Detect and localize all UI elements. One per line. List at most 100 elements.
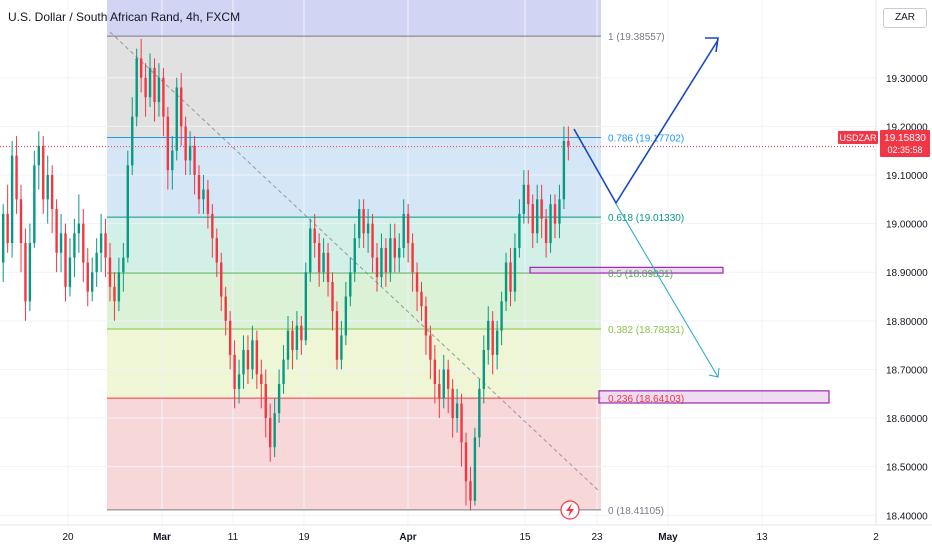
candle-body: [291, 330, 294, 350]
candle-body: [193, 145, 196, 175]
fib-label-0.618: 0.618 (19.01330): [608, 213, 684, 224]
candle-body: [86, 262, 89, 292]
candle-body: [82, 223, 85, 263]
candle-body: [95, 252, 98, 273]
x-tick-label: 23: [591, 532, 603, 543]
candle-body: [122, 257, 125, 273]
candle-body: [108, 257, 112, 287]
candle-body: [233, 354, 236, 389]
candle-body: [277, 384, 281, 414]
candle-body: [304, 272, 307, 341]
currency-selector[interactable]: ZAR: [883, 8, 927, 28]
candle-body: [255, 340, 259, 375]
candle-body: [260, 374, 263, 385]
symbol-tag: [838, 131, 878, 144]
candle-body: [197, 175, 201, 200]
candle-body: [429, 335, 432, 360]
bullish-arrow-head: [705, 37, 719, 53]
candle-body: [424, 306, 428, 336]
candle-body: [228, 320, 232, 355]
y-tick-label: 18.90000: [886, 268, 928, 279]
candle-body: [42, 145, 45, 200]
time-axis-bg: [0, 525, 876, 550]
candle-body: [411, 243, 414, 273]
candle-body: [455, 403, 459, 419]
price-tag: [880, 130, 930, 157]
candle-body: [406, 213, 410, 244]
candle-body: [473, 437, 477, 501]
candle-body: [188, 145, 192, 161]
fib-band-0.786: [107, 36, 601, 138]
candle-body: [322, 252, 325, 273]
candle-body: [264, 384, 267, 419]
candle-body: [166, 116, 170, 171]
candle-body: [148, 68, 152, 98]
candle-body: [544, 218, 548, 244]
candle-body: [558, 199, 561, 224]
candle-body: [24, 243, 27, 302]
candle-body: [500, 301, 503, 331]
y-tick-label: 18.60000: [886, 414, 928, 425]
candle-body: [371, 223, 374, 258]
candle-body: [540, 199, 543, 219]
candle-body: [482, 350, 485, 389]
candle-body: [64, 233, 67, 287]
candle-body: [309, 228, 312, 273]
candle-body: [180, 87, 183, 127]
price-tag-countdown: 02:35:58: [887, 145, 922, 155]
y-tick-label: 18.40000: [886, 511, 928, 522]
candle-body: [353, 238, 356, 273]
x-tick-label: 15: [519, 532, 531, 543]
candle-body: [553, 204, 557, 224]
fib-band-0.618: [107, 137, 601, 218]
candle-body: [491, 320, 494, 355]
y-tick-label: 18.80000: [886, 317, 928, 328]
candle-body: [104, 233, 107, 258]
candle-body: [433, 359, 437, 385]
candle-body: [59, 233, 63, 253]
candle-body: [99, 233, 103, 253]
candle-body: [295, 325, 299, 350]
candle-body: [438, 384, 441, 399]
candle-body: [402, 213, 405, 248]
fib-band-0.236: [107, 328, 601, 399]
bearish-arrow-head: [708, 367, 720, 378]
candle-body: [340, 335, 343, 360]
fib-band-top: [107, 0, 601, 37]
candle-body: [6, 213, 9, 244]
candle-body: [37, 145, 40, 166]
bullish-path: [573, 39, 719, 205]
candle-body: [77, 223, 81, 234]
candle-body: [171, 150, 174, 171]
candle-body: [28, 243, 32, 302]
candle-body: [55, 209, 58, 253]
candle-body: [286, 330, 290, 360]
candle-body: [451, 388, 454, 419]
lightning-bolt-icon: [566, 503, 574, 517]
candle-body: [211, 213, 214, 239]
candle-body: [2, 213, 5, 263]
candle-body: [144, 77, 147, 98]
candle-body: [420, 291, 423, 307]
fib-label-1: 1 (19.38557): [608, 32, 665, 43]
candle-body: [33, 165, 36, 244]
price-axis-bg: [876, 0, 932, 550]
fib-label-0: 0 (18.41105): [608, 506, 664, 517]
candle-body: [242, 350, 245, 375]
candle-body: [536, 199, 539, 234]
candle-body: [237, 374, 241, 389]
candle-body: [478, 388, 481, 438]
candle-body: [562, 140, 566, 200]
candle-body: [487, 320, 490, 350]
y-tick-label: 19.20000: [886, 122, 928, 133]
x-tick-label: May: [658, 532, 678, 543]
candle-body: [139, 58, 143, 78]
candle-body: [464, 442, 468, 482]
candle-body: [113, 286, 116, 302]
x-tick-label: 2: [873, 532, 879, 543]
candle-body: [46, 175, 49, 200]
x-tick-label: 13: [756, 532, 768, 543]
candle-body: [415, 272, 419, 292]
